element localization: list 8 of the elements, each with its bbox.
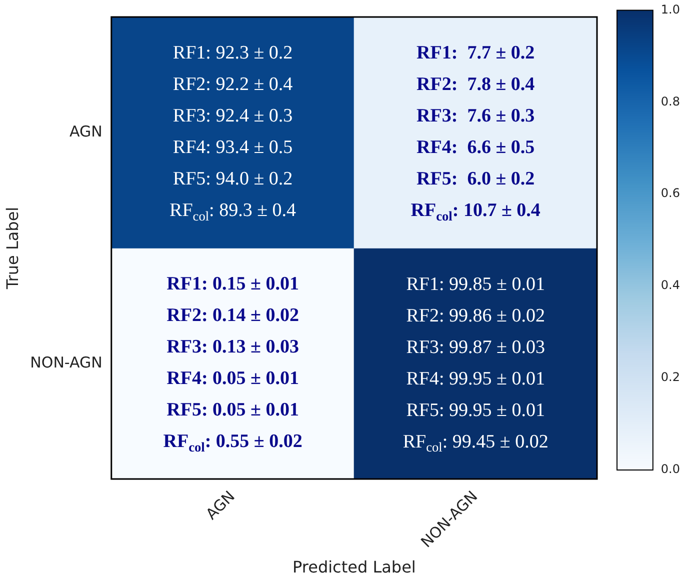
color-bar-label: 0.2 xyxy=(660,370,680,384)
x-axis-title: Predicted Label xyxy=(292,558,416,577)
color-bar-label: 1.0 xyxy=(660,2,680,16)
color-bar-label: 0.8 xyxy=(660,94,680,108)
color-bar-label: 0.0 xyxy=(660,462,680,476)
color-bar-label: 0.6 xyxy=(660,186,680,200)
y-axis-title: True Label xyxy=(2,206,22,290)
color-bar-label: 0.4 xyxy=(660,278,680,292)
